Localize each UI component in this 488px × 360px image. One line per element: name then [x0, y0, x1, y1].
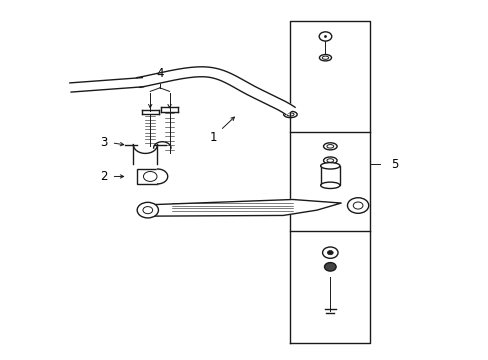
Polygon shape: [157, 169, 167, 184]
Circle shape: [327, 251, 332, 255]
Ellipse shape: [319, 54, 331, 61]
Circle shape: [324, 262, 335, 271]
Circle shape: [322, 247, 337, 258]
Circle shape: [347, 198, 368, 213]
Text: 1: 1: [209, 131, 216, 144]
Ellipse shape: [283, 111, 297, 118]
Polygon shape: [147, 199, 341, 216]
Text: 4: 4: [156, 67, 163, 80]
Polygon shape: [136, 67, 294, 114]
Text: 2: 2: [101, 170, 108, 183]
Ellipse shape: [323, 143, 336, 150]
Polygon shape: [137, 169, 157, 184]
Ellipse shape: [320, 163, 339, 169]
Ellipse shape: [323, 157, 336, 164]
Ellipse shape: [320, 182, 339, 189]
Text: 5: 5: [390, 158, 397, 171]
Circle shape: [319, 32, 331, 41]
Polygon shape: [320, 166, 339, 185]
Polygon shape: [70, 78, 143, 92]
Text: 3: 3: [101, 136, 108, 149]
Circle shape: [143, 171, 157, 181]
Circle shape: [137, 202, 158, 218]
